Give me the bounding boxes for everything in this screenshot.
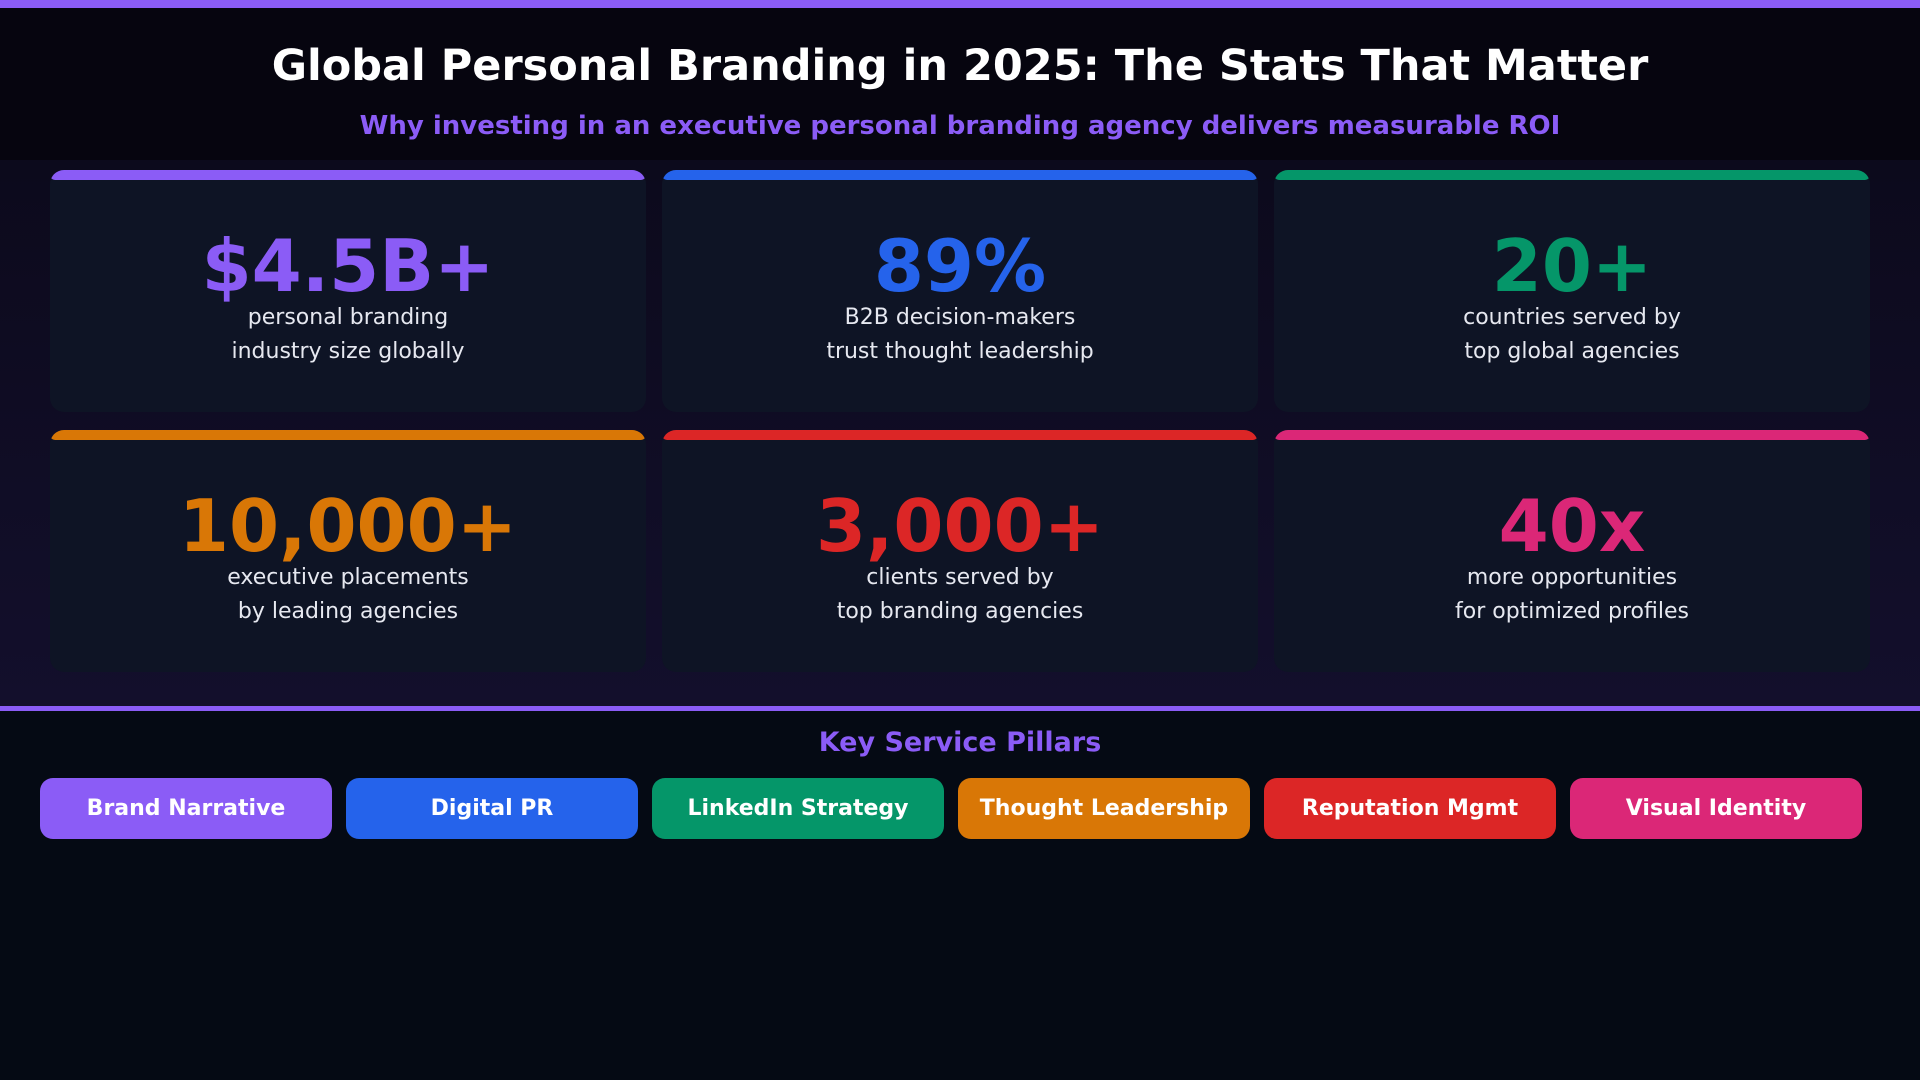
stat-card-accent-bar [1274, 170, 1870, 180]
stat-label-line-1: personal branding [247, 305, 449, 330]
stat-value: 89% [873, 224, 1047, 308]
page-title: Global Personal Branding in 2025: The St… [271, 41, 1649, 91]
header: Global Personal Branding in 2025: The St… [0, 8, 1920, 160]
pillar-visual-identity-button[interactable]: Visual Identity [1570, 778, 1862, 839]
stat-label-line-2: trust thought leadership [826, 339, 1094, 364]
stat-label-line-1: executive placements [227, 565, 469, 590]
stat-card-accent-bar [50, 170, 646, 180]
pillar-thought-leadership-button[interactable]: Thought Leadership [958, 778, 1250, 839]
stat-card-clients: 3,000+ clients served by top branding ag… [662, 430, 1258, 672]
top-accent-bar [0, 0, 1920, 8]
stat-card-accent-bar [50, 430, 646, 440]
stat-card-accent-bar [662, 170, 1258, 180]
stat-card-countries: 20+ countries served by top global agenc… [1274, 170, 1870, 412]
stat-label-line-2: top branding agencies [836, 599, 1084, 624]
stat-label-line-2: by leading agencies [237, 599, 459, 624]
section-divider [0, 706, 1920, 711]
stat-value: 10,000+ [178, 484, 518, 568]
stat-card-opportunities: 40x more opportunities for optimized pro… [1274, 430, 1870, 672]
stat-value: 40x [1498, 484, 1646, 568]
stat-label-line-2: for optimized profiles [1455, 599, 1689, 624]
stat-label-line-1: B2B decision-makers [844, 305, 1076, 330]
pillar-brand-narrative-button[interactable]: Brand Narrative [40, 778, 332, 839]
page-subtitle: Why investing in an executive personal b… [359, 111, 1561, 141]
stat-label-line-1: countries served by [1463, 305, 1681, 330]
stat-card-b2b-trust: 89% B2B decision-makers trust thought le… [662, 170, 1258, 412]
stat-label-line-1: more opportunities [1466, 565, 1678, 590]
stat-card-industry-size: $4.5B+ personal branding industry size g… [50, 170, 646, 412]
stat-value: 20+ [1491, 224, 1653, 308]
pillars-heading: Key Service Pillars [818, 727, 1102, 758]
stat-label-line-1: clients served by [866, 565, 1054, 590]
pillar-digital-pr-button[interactable]: Digital PR [346, 778, 638, 839]
stat-value: $4.5B+ [201, 224, 495, 308]
stat-label-line-2: industry size globally [231, 339, 465, 364]
pillar-linkedin-strategy-button[interactable]: LinkedIn Strategy [652, 778, 944, 839]
stat-card-accent-bar [1274, 430, 1870, 440]
pillar-reputation-mgmt-button[interactable]: Reputation Mgmt [1264, 778, 1556, 839]
stats-section: $4.5B+ personal branding industry size g… [0, 160, 1920, 706]
stat-label-line-2: top global agencies [1464, 339, 1680, 364]
stat-card-accent-bar [662, 430, 1258, 440]
stat-value: 3,000+ [815, 484, 1105, 568]
stat-card-placements: 10,000+ executive placements by leading … [50, 430, 646, 672]
